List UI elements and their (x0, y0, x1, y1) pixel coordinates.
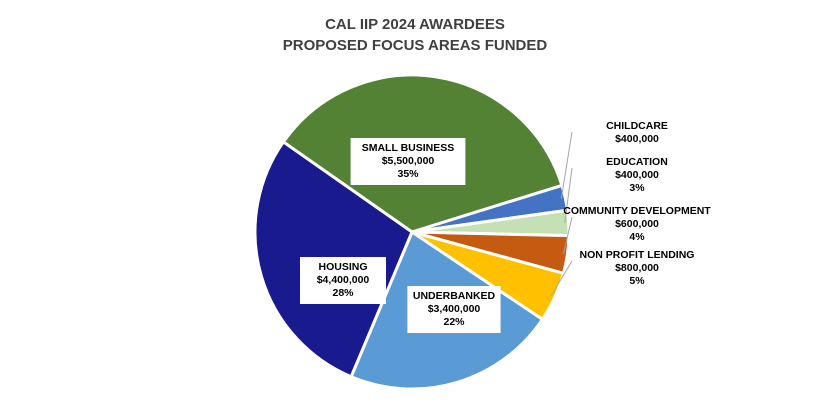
slice-label-underbanked-line-3: 22% (443, 316, 465, 328)
slice-labels: SMALL BUSINESS$5,500,00035%CHILDCARE$400… (300, 120, 711, 333)
slice-label-non-profit-lending-line-2: $800,000 (615, 262, 659, 274)
slice-label-small-business-line-2: $5,500,000 (382, 155, 435, 167)
slice-label-education-line-3: 3% (629, 182, 645, 194)
leader-line-childcare (560, 131, 573, 199)
label-box-housing (300, 257, 386, 304)
slice-label-underbanked-line-2: $3,400,000 (428, 303, 481, 315)
slice-label-community-development-line-3: 4% (629, 231, 645, 243)
slice-label-childcare-line-1: CHILDCARE (606, 120, 668, 132)
chart-title-line-1: CAL IIP 2024 AWARDEES (325, 16, 505, 33)
slice-label-small-business-line-1: SMALL BUSINESS (362, 142, 455, 154)
slice-label-education-line-1: EDUCATION (606, 156, 668, 168)
slice-label-underbanked-line-1: UNDERBANKED (413, 290, 496, 302)
leader-line-education (564, 167, 573, 224)
slice-label-non-profit-lending-line-1: NON PROFIT LENDING (580, 249, 695, 261)
leader-line-non-profit-lending (550, 260, 573, 296)
slice-label-housing-line-2: $4,400,000 (317, 274, 370, 286)
slice-label-non-profit-lending-line-3: 5% (629, 275, 645, 287)
slice-label-small-business-line-3: 35% (397, 168, 419, 180)
label-box-underbanked (407, 286, 501, 333)
slice-label-community-development-line-2: $600,000 (615, 218, 659, 230)
slice-label-housing-line-1: HOUSING (318, 261, 367, 273)
leader-lines (550, 131, 573, 296)
pie-slices (253, 73, 571, 391)
slice-label-housing-line-3: 28% (332, 287, 354, 299)
leader-line-community-development (562, 216, 573, 255)
slice-label-community-development-line-1: COMMUNITY DEVELOPMENT (563, 205, 711, 217)
slice-label-education-line-2: $400,000 (615, 169, 659, 181)
label-box-small-business (350, 138, 466, 185)
slice-label-childcare-line-2: $400,000 (615, 133, 659, 145)
chart-title-line-2: PROPOSED FOCUS AREAS FUNDED (283, 37, 548, 54)
